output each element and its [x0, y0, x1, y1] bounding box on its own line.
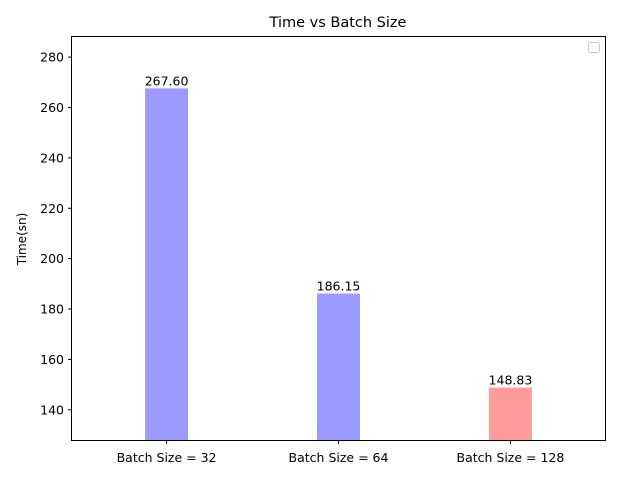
y-tick-label: 200	[40, 251, 64, 266]
y-tick-label: 280	[40, 50, 64, 65]
plot-frame	[71, 36, 606, 441]
y-tick-label: 260	[40, 100, 64, 115]
chart-title: Time vs Batch Size	[269, 15, 407, 31]
y-tick-label: 140	[40, 402, 64, 417]
data-label: 148.83	[489, 373, 533, 388]
data-label: 267.60	[145, 73, 189, 88]
y-tick-label: 160	[40, 352, 64, 367]
y-tick-label: 220	[40, 201, 64, 216]
y-tick-label: 240	[40, 150, 64, 165]
bar	[145, 88, 189, 440]
y-ticks-layer: 140 160 180 200 220 240 260 280	[40, 50, 72, 417]
x-tick-label: Batch Size = 32	[117, 450, 217, 465]
x-ticks-layer: Batch Size = 32 Batch Size = 64 Batch Size…	[117, 440, 565, 465]
x-tick-label: Batch Size = 64	[289, 450, 389, 465]
bars-layer	[145, 88, 532, 440]
bar	[317, 293, 360, 440]
data-label: 186.15	[317, 279, 361, 294]
x-tick-label: Batch Size = 128	[457, 450, 565, 465]
data-labels-layer: 267.60 186.15 148.83	[145, 73, 533, 387]
bar	[488, 387, 532, 440]
y-axis-title: Time(sn)	[15, 213, 29, 267]
y-tick-label: 180	[40, 302, 64, 317]
legend-box	[588, 42, 600, 53]
